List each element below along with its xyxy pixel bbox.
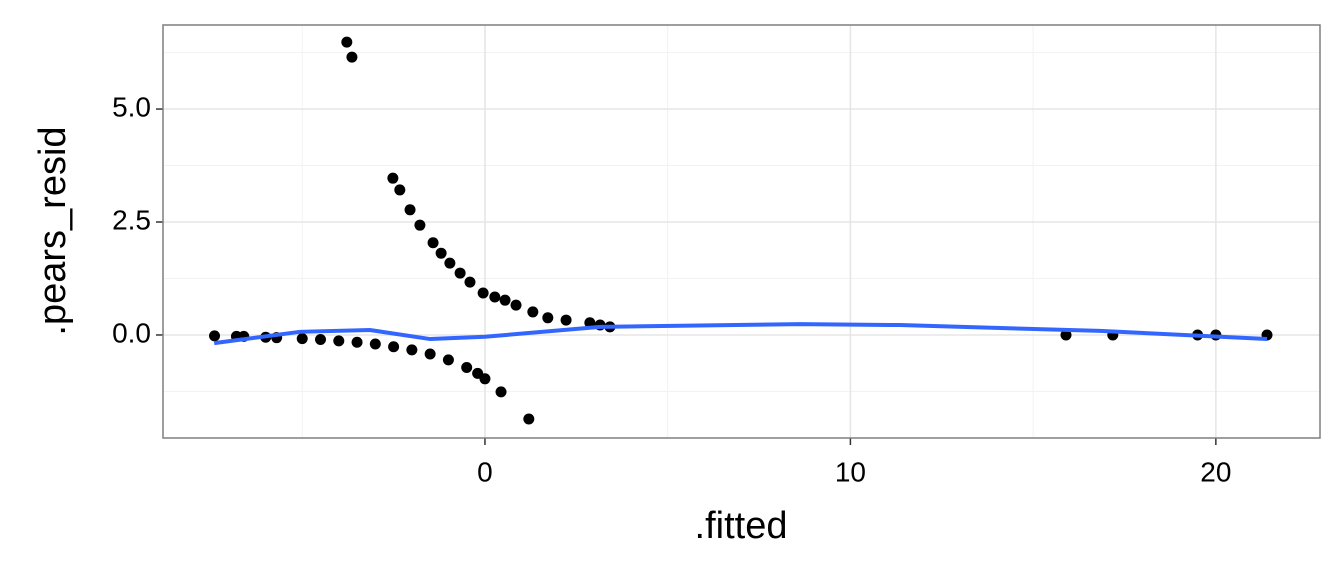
- point: [499, 294, 511, 306]
- x-tick-label: 0: [477, 456, 493, 487]
- point: [388, 341, 400, 353]
- point: [542, 312, 554, 324]
- x-tick-label: 20: [1200, 456, 1231, 487]
- point: [427, 237, 439, 249]
- point: [1060, 329, 1072, 341]
- point: [489, 291, 501, 303]
- x-axis-title: .fitted: [695, 505, 788, 547]
- point: [424, 348, 436, 360]
- point: [333, 335, 345, 347]
- point: [560, 314, 572, 326]
- point: [477, 287, 489, 299]
- point: [464, 276, 476, 288]
- point: [454, 267, 466, 279]
- point: [346, 51, 358, 63]
- point: [435, 247, 447, 259]
- point: [404, 204, 416, 216]
- point: [444, 257, 456, 269]
- point: [523, 413, 535, 425]
- point: [406, 344, 418, 356]
- point: [461, 362, 473, 374]
- point: [296, 333, 308, 345]
- point: [414, 219, 426, 231]
- panel-border: [162, 24, 1321, 439]
- point: [394, 184, 406, 196]
- point: [479, 373, 491, 385]
- panel: [163, 25, 1320, 438]
- point: [369, 338, 381, 350]
- y-tick-label: 5.0: [112, 91, 151, 122]
- point: [341, 36, 353, 48]
- y-tick-label: 2.5: [112, 204, 151, 235]
- smooth-line: [213, 322, 1268, 346]
- point: [495, 386, 507, 398]
- point: [527, 306, 539, 318]
- y-tick-label: 0.0: [112, 317, 151, 348]
- point: [387, 172, 399, 184]
- y-axis-title: .pears_resid: [32, 126, 74, 335]
- point: [315, 333, 327, 345]
- point: [351, 336, 363, 348]
- point: [510, 299, 522, 311]
- x-tick-label: 10: [835, 456, 866, 487]
- point: [209, 330, 221, 342]
- point: [442, 354, 454, 366]
